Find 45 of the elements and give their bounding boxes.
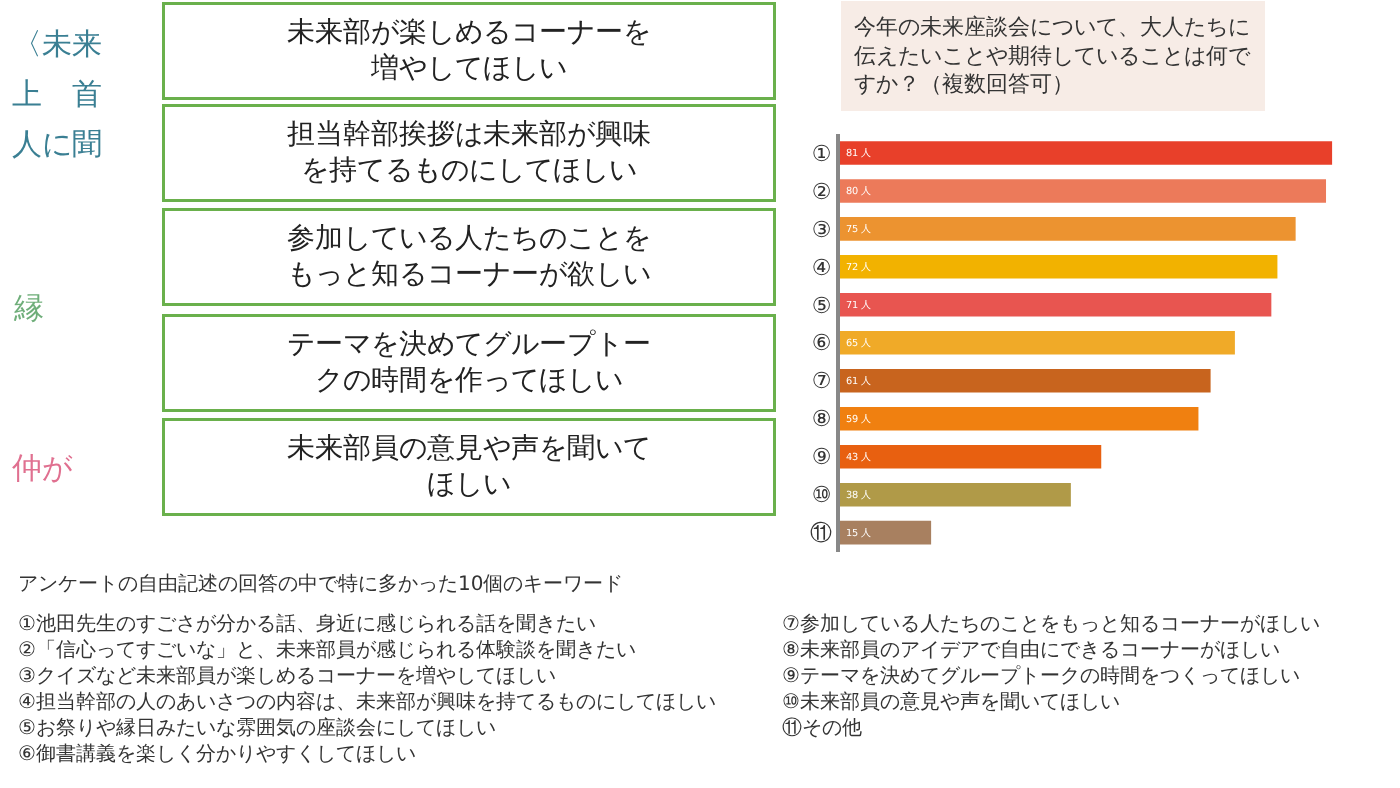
text: 担当幹部挨拶は未来部が興味を持てるものにしてほしい <box>287 118 651 188</box>
text: 仲が <box>12 450 74 486</box>
y-tick-label: ① <box>811 140 832 167</box>
text: テーマを決めてグループトークの時間を作ってほしい <box>287 328 651 398</box>
bar <box>840 141 1333 165</box>
bar <box>840 217 1296 241</box>
text: 〈未来 <box>12 26 102 62</box>
text: 縁 <box>12 290 44 326</box>
y-tick-label: ⑥ <box>811 330 832 357</box>
y-tick-label: ⑧ <box>811 406 832 433</box>
text: ⑧未来部員のアイデアで自由にできるコーナーがほしい <box>782 638 1280 662</box>
text: ⑥御書講義を楽しく分かりやすくしてほしい <box>18 742 416 766</box>
text: 未来部が楽しめるコーナーを増やしてほしい <box>287 16 651 86</box>
text: ④担当幹部の人のあいさつの内容は、未来部が興味を持てるものにしてほしい <box>18 690 716 714</box>
bar <box>840 179 1327 203</box>
y-tick-label: ④ <box>811 254 832 281</box>
bar <box>840 520 932 545</box>
text: 上 首 <box>12 76 102 112</box>
text: ⑨テーマを決めてグループトークの時間をつくってほしい <box>782 664 1300 688</box>
bar <box>840 482 1071 507</box>
text: ⑦参加している人たちのことをもっと知るコーナーがほしい <box>782 612 1320 636</box>
y-tick-label: ⑪ <box>809 520 832 547</box>
text: ⑤お祭りや縁日みたいな雰囲気の座談会にしてほしい <box>18 716 496 740</box>
text: ①池田先生のすごさが分かる話、身近に感じられる話を聞きたい <box>18 612 596 636</box>
bar <box>840 368 1211 393</box>
y-tick-label: ③ <box>811 216 832 243</box>
y-tick-label: ⑤ <box>811 292 832 319</box>
text: ③クイズなど未来部員が楽しめるコーナーを増やしてほしい <box>18 664 556 688</box>
text: 人に聞 <box>12 126 102 162</box>
text: ②「信心ってすごいな」と、未来部員が感じられる体験談を聞きたい <box>18 638 636 662</box>
text: 未来部員の意見や声を聞いてほしい <box>287 432 651 502</box>
text: 参加している人たちのことをもっと知るコーナーが欲しい <box>287 222 651 292</box>
y-tick-label: ⑨ <box>811 444 832 471</box>
text: アンケートの自由記述の回答の中で特に多かった10個のキーワード <box>18 572 624 596</box>
text: ⑪その他 <box>782 716 862 740</box>
y-tick-label: ② <box>811 178 832 205</box>
bar <box>840 406 1199 431</box>
y-tick-label: ⑩ <box>811 482 832 509</box>
bar <box>840 255 1278 279</box>
chart-title: 今年の未来座談会について、大人たちに伝えたいことや期待していることは何ですか？（複数回答可） <box>854 14 1252 98</box>
bar <box>840 331 1235 355</box>
bar <box>840 293 1272 317</box>
text: ⑩未来部員の意見や声を聞いてほしい <box>782 690 1120 714</box>
y-tick-label: ⑦ <box>811 368 832 395</box>
bar <box>840 444 1102 469</box>
